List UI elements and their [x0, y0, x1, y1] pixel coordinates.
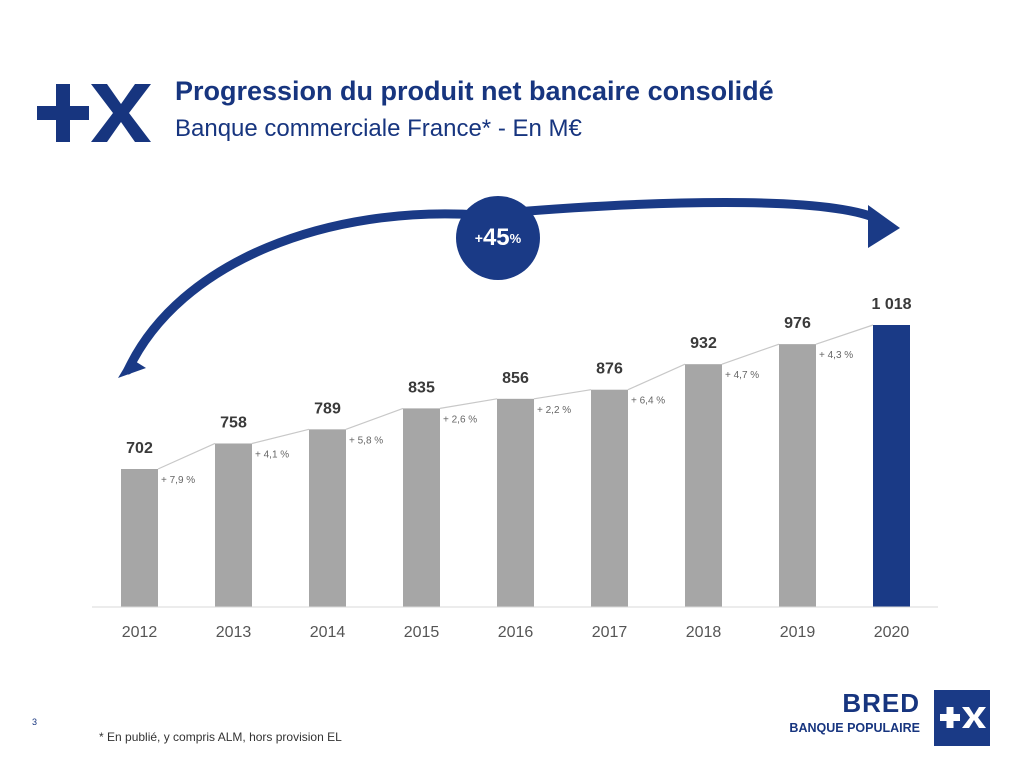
growth-connector — [345, 407, 404, 430]
growth-connector — [251, 428, 310, 445]
value-label-2015: 835 — [408, 379, 435, 396]
category-label-2016: 2016 — [498, 624, 534, 641]
value-label-2018: 932 — [690, 335, 717, 352]
growth-connector — [815, 324, 874, 345]
growth-label-2020: + 4,3 % — [819, 350, 853, 361]
footnote: * En publié, y compris ALM, hors provisi… — [99, 730, 342, 744]
category-label-2015: 2015 — [404, 624, 440, 641]
growth-arrow-tail — [118, 358, 146, 378]
growth-connector — [533, 389, 592, 400]
bar-2012 — [121, 469, 158, 607]
value-label-2013: 758 — [220, 414, 247, 431]
category-label-2018: 2018 — [686, 624, 722, 641]
growth-badge-value: 45 — [482, 224, 510, 251]
brand-tagline: BANQUE POPULAIRE — [789, 721, 920, 735]
growth-connector — [627, 363, 686, 391]
page-title: Progression du produit net bancaire cons… — [175, 76, 774, 106]
category-label-2020: 2020 — [874, 624, 910, 641]
page-subtitle: Banque commerciale France* - En M€ — [175, 115, 582, 142]
category-label-2019: 2019 — [780, 624, 816, 641]
growth-badge-suffix: % — [509, 230, 522, 246]
page-number: 3 — [32, 717, 38, 727]
growth-connector — [721, 343, 780, 365]
growth-badge-prefix: + — [474, 230, 483, 246]
growth-circle — [456, 196, 540, 280]
growth-label-2019: + 4,7 % — [725, 370, 759, 381]
category-label-2013: 2013 — [216, 624, 252, 641]
growth-connector — [157, 442, 216, 470]
growth-label-2014: + 4,1 % — [255, 449, 289, 460]
growth-badge: +45% — [456, 203, 540, 273]
bred-logo: BRED BANQUE POPULAIRE — [786, 688, 1006, 750]
value-label-2014: 789 — [314, 400, 341, 417]
category-label-2014: 2014 — [310, 624, 346, 641]
plus-x-logo-icon — [37, 84, 151, 142]
bar-2016 — [497, 398, 534, 607]
bar-2017 — [591, 389, 628, 607]
growth-label-2018: + 6,4 % — [631, 396, 665, 407]
growth-connector — [439, 398, 498, 409]
value-label-2017: 876 — [596, 361, 623, 378]
brand-name: BRED — [842, 688, 920, 718]
bar-2019 — [779, 344, 816, 607]
value-label-2012: 702 — [126, 440, 153, 457]
bar-2015 — [403, 408, 440, 607]
growth-label-2013: + 7,9 % — [161, 475, 195, 486]
value-label-2016: 856 — [502, 370, 529, 387]
bar-2014 — [309, 429, 346, 607]
category-label-2017: 2017 — [592, 624, 628, 641]
growth-arrow-head — [868, 205, 900, 248]
bar-2018 — [685, 364, 722, 607]
bar-2013 — [215, 443, 252, 607]
value-label-2019: 976 — [784, 315, 811, 332]
growth-label-2016: + 2,6 % — [443, 414, 477, 425]
category-label-2012: 2012 — [122, 624, 158, 641]
growth-label-2017: + 2,2 % — [537, 405, 571, 416]
value-label-2020: 1 018 — [871, 296, 911, 313]
bar-2020 — [873, 325, 910, 607]
growth-label-2015: + 5,8 % — [349, 435, 383, 446]
plus-x-square-icon — [934, 690, 990, 746]
